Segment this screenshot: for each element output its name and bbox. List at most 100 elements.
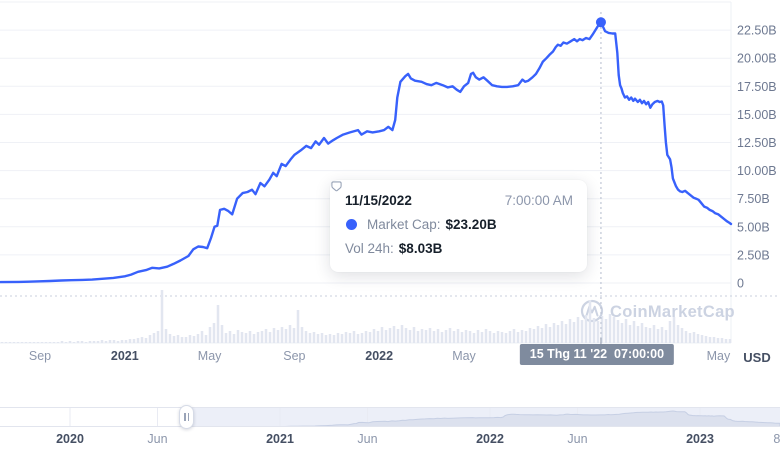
- volume-bar: [544, 324, 548, 343]
- navigator-tick-label: 2023: [686, 432, 714, 446]
- volume-bar: [600, 316, 604, 343]
- volume-bar: [192, 336, 196, 343]
- volume-bar: [400, 325, 404, 343]
- volume-bar: [56, 342, 60, 343]
- volume-bar: [24, 342, 28, 343]
- selected-date-badge: 15 Thg 11 '22 07:00:00: [519, 344, 675, 365]
- volume-bar: [728, 339, 732, 343]
- volume-bar: [72, 342, 76, 343]
- y-axis-tick-label: 15.00B: [737, 108, 777, 122]
- coinmarketcap-watermark: CoinMarketCap: [580, 299, 735, 323]
- volume-bar: [176, 335, 180, 343]
- volume-bar: [180, 337, 184, 343]
- tooltip-volume-value: $8.03B: [398, 241, 443, 256]
- volume-bar: [212, 323, 216, 343]
- volume-bar: [248, 331, 252, 343]
- volume-bar: [52, 342, 56, 343]
- volume-bar: [500, 332, 504, 343]
- y-axis-tick-label: 20.00B: [737, 52, 777, 66]
- y-axis-tick-label: 2.50B: [737, 248, 770, 262]
- volume-bar: [656, 329, 660, 343]
- x-axis-tick-label: Sep: [28, 349, 52, 363]
- volume-bar: [12, 342, 16, 343]
- volume-bar: [720, 338, 724, 343]
- chart-tooltip: 11/15/2022 7:00:00 AM Market Cap: $23.20…: [330, 180, 587, 272]
- volume-bar: [208, 327, 212, 343]
- volume-bar: [196, 334, 200, 343]
- volume-bar: [540, 328, 544, 343]
- volume-bar: [428, 328, 432, 343]
- volume-bar: [244, 333, 248, 343]
- volume-bar: [40, 342, 44, 343]
- volume-bar: [668, 321, 672, 343]
- navigator-tick-label: Jun: [147, 432, 168, 446]
- volume-bar: [352, 331, 356, 343]
- volume-bar: [588, 300, 592, 343]
- volume-bar: [704, 336, 708, 343]
- volume-bar: [256, 332, 260, 343]
- volume-bar: [468, 331, 472, 343]
- volume-bar: [228, 331, 232, 343]
- volume-bar: [32, 342, 36, 343]
- volume-bar: [120, 340, 124, 343]
- volume-bar: [532, 329, 536, 343]
- volume-bar: [724, 339, 728, 343]
- volume-bar: [28, 342, 32, 343]
- volume-bar: [640, 323, 644, 343]
- volume-bar: [444, 330, 448, 343]
- volume-bar: [440, 332, 444, 343]
- volume-bar: [604, 319, 608, 343]
- volume-bar: [596, 321, 600, 343]
- volume-bar: [520, 330, 524, 343]
- volume-bar: [608, 314, 612, 343]
- navigator-handle[interactable]: [179, 405, 194, 429]
- volume-bar: [680, 328, 684, 343]
- volume-bar: [700, 335, 704, 343]
- navigator-tick-label: Jun: [567, 432, 588, 446]
- volume-bar: [508, 331, 512, 343]
- volume-bar: [216, 305, 220, 343]
- volume-bar: [168, 334, 172, 343]
- volume-bar: [368, 332, 372, 343]
- volume-bar: [332, 335, 336, 343]
- volume-bar: [584, 315, 588, 343]
- volume-bar: [280, 327, 284, 343]
- volume-bar: [568, 319, 572, 343]
- x-axis-tick-label: May: [452, 349, 476, 363]
- volume-bar: [304, 331, 308, 343]
- navigator-tick-label: Jun: [357, 432, 378, 446]
- volume-bar: [376, 331, 380, 343]
- y-axis-tick-label: 5.00B: [737, 220, 770, 234]
- x-axis-tick-label: May: [706, 349, 731, 363]
- volume-bar: [164, 329, 168, 343]
- volume-bar: [264, 329, 268, 343]
- volume-bar: [396, 329, 400, 343]
- volume-bar: [548, 327, 552, 343]
- volume-bar: [328, 334, 332, 343]
- volume-bar: [672, 317, 676, 343]
- volume-bar: [716, 338, 720, 343]
- volume-bar: [116, 341, 120, 343]
- volume-bar: [288, 325, 292, 343]
- volume-bar: [512, 329, 516, 343]
- volume-bar: [296, 310, 300, 343]
- tooltip-marketcap-row: Market Cap: $23.20B: [345, 217, 573, 232]
- volume-bar: [88, 341, 92, 343]
- volume-bar: [4, 342, 8, 343]
- market-cap-plot-area[interactable]: 22.50B 20.00B 17.50B 15.00B 12.50B 10.00B 7.50…: [0, 0, 780, 346]
- navigator-tick-label: 2022: [476, 432, 504, 446]
- volume-bar: [628, 325, 632, 343]
- volume-bar: [268, 332, 272, 343]
- volume-bar: [360, 333, 364, 343]
- volume-bar: [620, 323, 624, 343]
- volume-bar: [388, 328, 392, 343]
- volume-bar: [708, 337, 712, 343]
- volume-bar: [96, 341, 100, 343]
- volume-shield-icon: [331, 181, 342, 192]
- volume-bar: [224, 333, 228, 343]
- volume-bar: [36, 342, 40, 343]
- highlight-point-marker: [595, 17, 606, 28]
- volume-bar: [536, 326, 540, 343]
- volume-bar: [452, 331, 456, 343]
- range-navigator[interactable]: [0, 407, 780, 427]
